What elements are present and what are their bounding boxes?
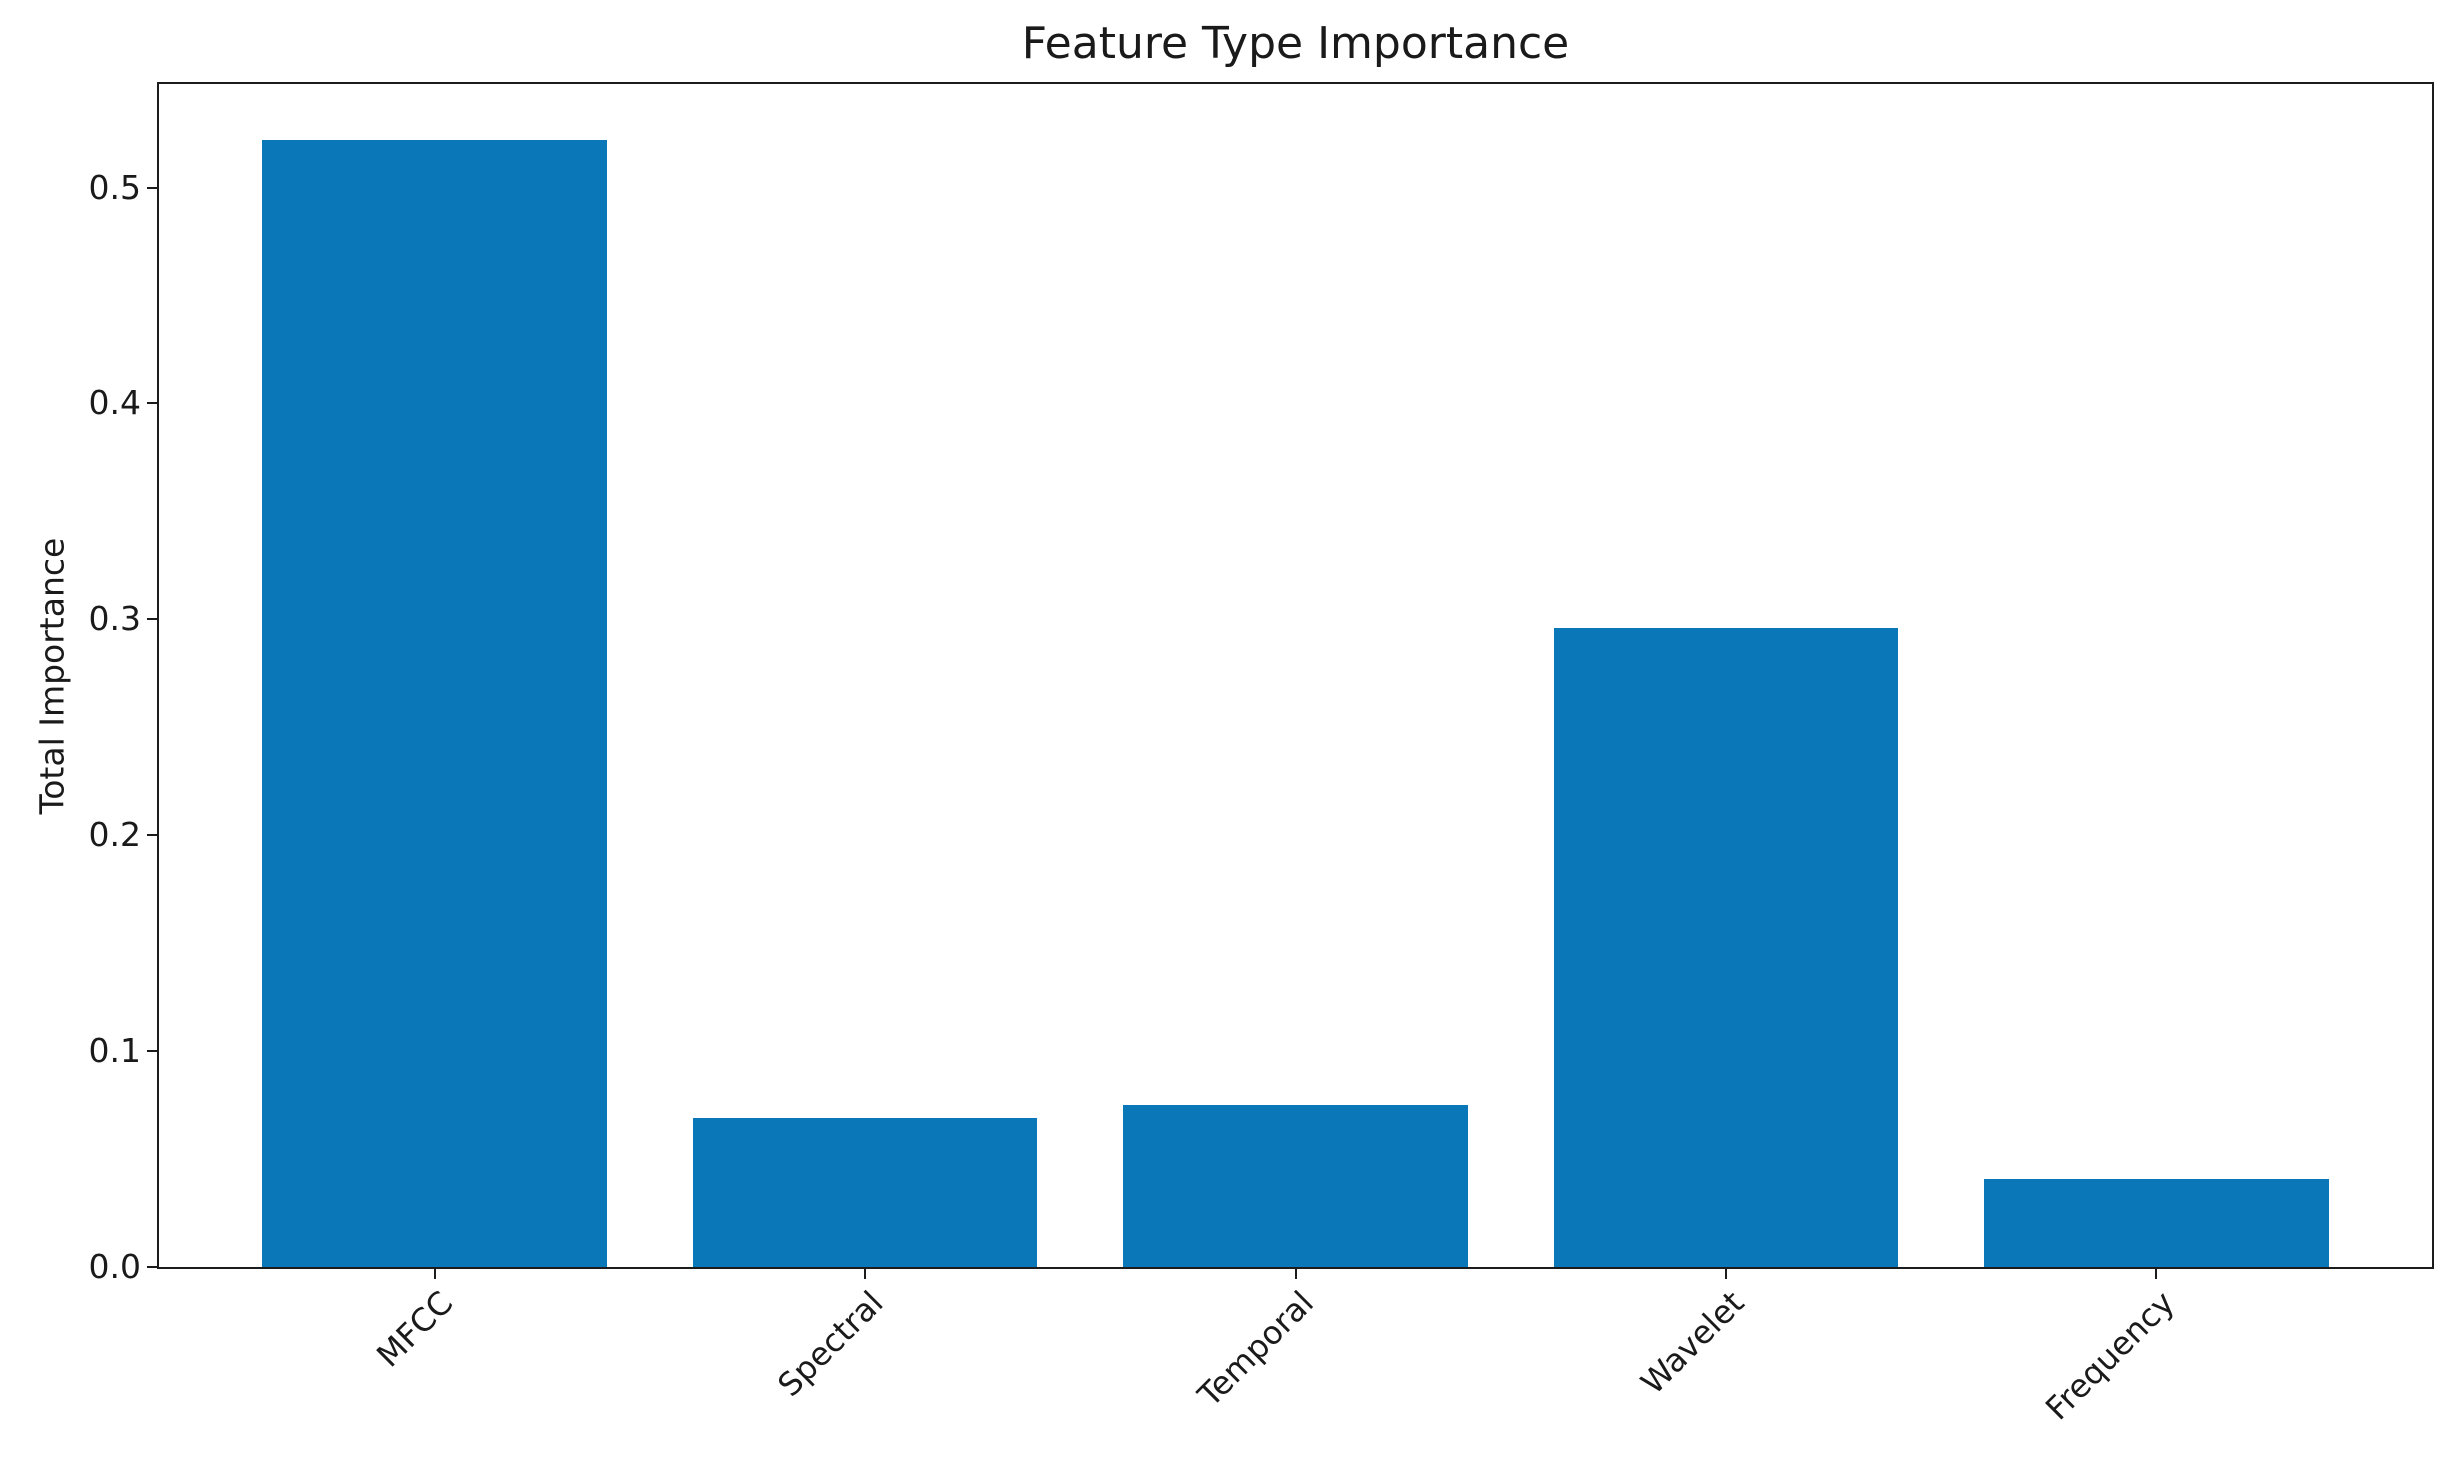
bar-temporal (1123, 1105, 1468, 1267)
y-tick-label-0.3: 0.3 (88, 599, 141, 639)
y-tick-mark (147, 618, 157, 621)
y-tick-mark (147, 186, 157, 189)
bar-wavelet (1553, 628, 1899, 1267)
x-tick-label-text: Wavelet (1633, 1283, 1752, 1402)
x-tick-mark (1294, 1269, 1297, 1279)
x-tick-mark (433, 1269, 436, 1279)
chart-title: Feature Type Importance (1021, 18, 1570, 70)
y-axis-label: Total Importance (32, 537, 72, 814)
y-tick-mark (147, 1266, 157, 1268)
y-tick-label-0.2: 0.2 (88, 815, 141, 855)
x-tick-label-text: Spectral (770, 1283, 891, 1404)
y-tick-label-0.0: 0.0 (88, 1247, 141, 1286)
bar-frequency (1984, 1178, 2329, 1267)
x-tick-label-text: Frequency (2038, 1283, 2182, 1428)
y-tick-label-0.1: 0.1 (88, 1031, 141, 1071)
x-tick-label-text: MFCC (368, 1283, 460, 1375)
x-tick-mark (2155, 1269, 2158, 1279)
x-tick-mark (1724, 1269, 1727, 1279)
y-tick-label-0.4: 0.4 (88, 383, 141, 423)
y-tick-mark (147, 834, 157, 837)
y-tick-mark (147, 402, 157, 405)
bar-mfcc (262, 140, 607, 1267)
x-tick-mark (864, 1269, 866, 1279)
x-tick-label-text: Temporal (1190, 1283, 1321, 1415)
y-tick-mark (147, 1050, 157, 1053)
bar-spectral (692, 1118, 1038, 1267)
plot-area: Feature Type Importance Total Importance… (33, 19, 2434, 1427)
y-tick-label-0.5: 0.5 (88, 167, 141, 207)
